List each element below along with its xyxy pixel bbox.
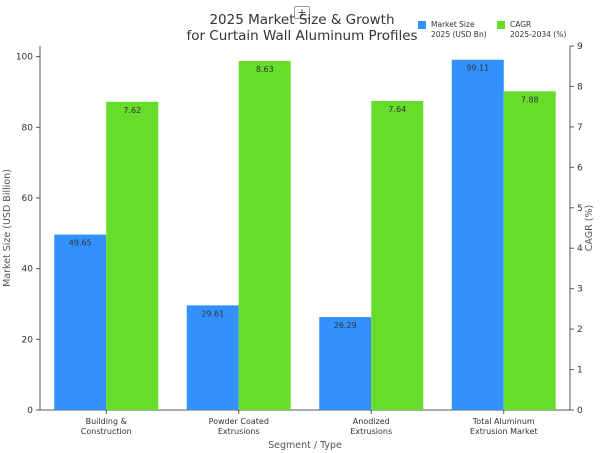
bar-data-label: 26.29 — [334, 321, 357, 330]
bar-cagr — [371, 101, 424, 410]
x-tick-label: Extrusions — [218, 427, 260, 436]
zoom-button[interactable]: + — [294, 6, 310, 19]
y-right-tick-label: 7 — [577, 123, 583, 133]
bar-data-label: 8.63 — [256, 65, 274, 74]
y-right-tick-label: 3 — [577, 285, 583, 295]
x-tick-label: Construction — [81, 427, 132, 436]
chart-title-line: 2025 Market Size & Growth — [209, 12, 394, 28]
y-left-tick-label: 20 — [22, 335, 34, 345]
y-right-tick-label: 4 — [577, 244, 583, 254]
y-left-tick-label: 100 — [16, 53, 33, 63]
y-left-tick-label: 40 — [22, 265, 34, 275]
bar-market-size — [451, 59, 504, 410]
x-axis-label: Segment / Type — [268, 440, 342, 451]
y-right-tick-label: 9 — [577, 42, 583, 52]
bar-data-label: 7.64 — [388, 105, 406, 114]
bar-cagr — [503, 91, 556, 410]
y-right-tick-label: 8 — [577, 82, 583, 92]
y-right-tick-label: 6 — [577, 163, 583, 173]
bar-market-size — [54, 234, 107, 410]
y-right-tick-label: 1 — [577, 366, 583, 376]
y-right-tick-label: 2 — [577, 325, 583, 335]
y-axis-right-label: CAGR (%) — [584, 205, 595, 251]
legend-label: 2025 (USD Bn) — [431, 30, 487, 39]
x-tick-label: Building & — [86, 417, 127, 426]
y-right-tick-label: 0 — [577, 406, 583, 416]
legend-label: Market Size — [431, 20, 475, 29]
x-tick-label: Extrusions — [350, 427, 392, 436]
chart-title-line: for Curtain Wall Aluminum Profiles — [186, 28, 417, 44]
y-left-tick-label: 60 — [22, 194, 34, 204]
x-tick-label: Powder Coated — [209, 417, 269, 426]
legend-label: 2025-2034 (%) — [510, 30, 566, 39]
bar-data-label: 99.11 — [466, 64, 489, 73]
bar-cagr — [106, 101, 159, 411]
y-right-tick-label: 5 — [577, 204, 583, 214]
bar-data-label: 7.88 — [521, 95, 539, 104]
bar-data-label: 49.65 — [69, 239, 92, 248]
y-left-tick-label: 0 — [27, 406, 33, 416]
bar-data-label: 7.62 — [123, 106, 141, 115]
x-tick-label: Total Aluminum — [472, 417, 535, 426]
y-axis-left-label: Market Size (USD Billion) — [2, 169, 13, 287]
legend-label: CAGR — [510, 20, 531, 29]
y-left-tick-label: 80 — [22, 123, 34, 133]
x-tick-label: Extrusion Market — [470, 427, 538, 436]
bar-data-label: 29.61 — [201, 309, 224, 318]
bar-cagr — [238, 60, 291, 410]
legend-swatch — [418, 21, 426, 29]
x-tick-label: Anodized — [353, 417, 390, 426]
bar-market-size — [319, 317, 372, 410]
legend-swatch — [497, 21, 505, 29]
bar-market-size — [186, 305, 239, 410]
